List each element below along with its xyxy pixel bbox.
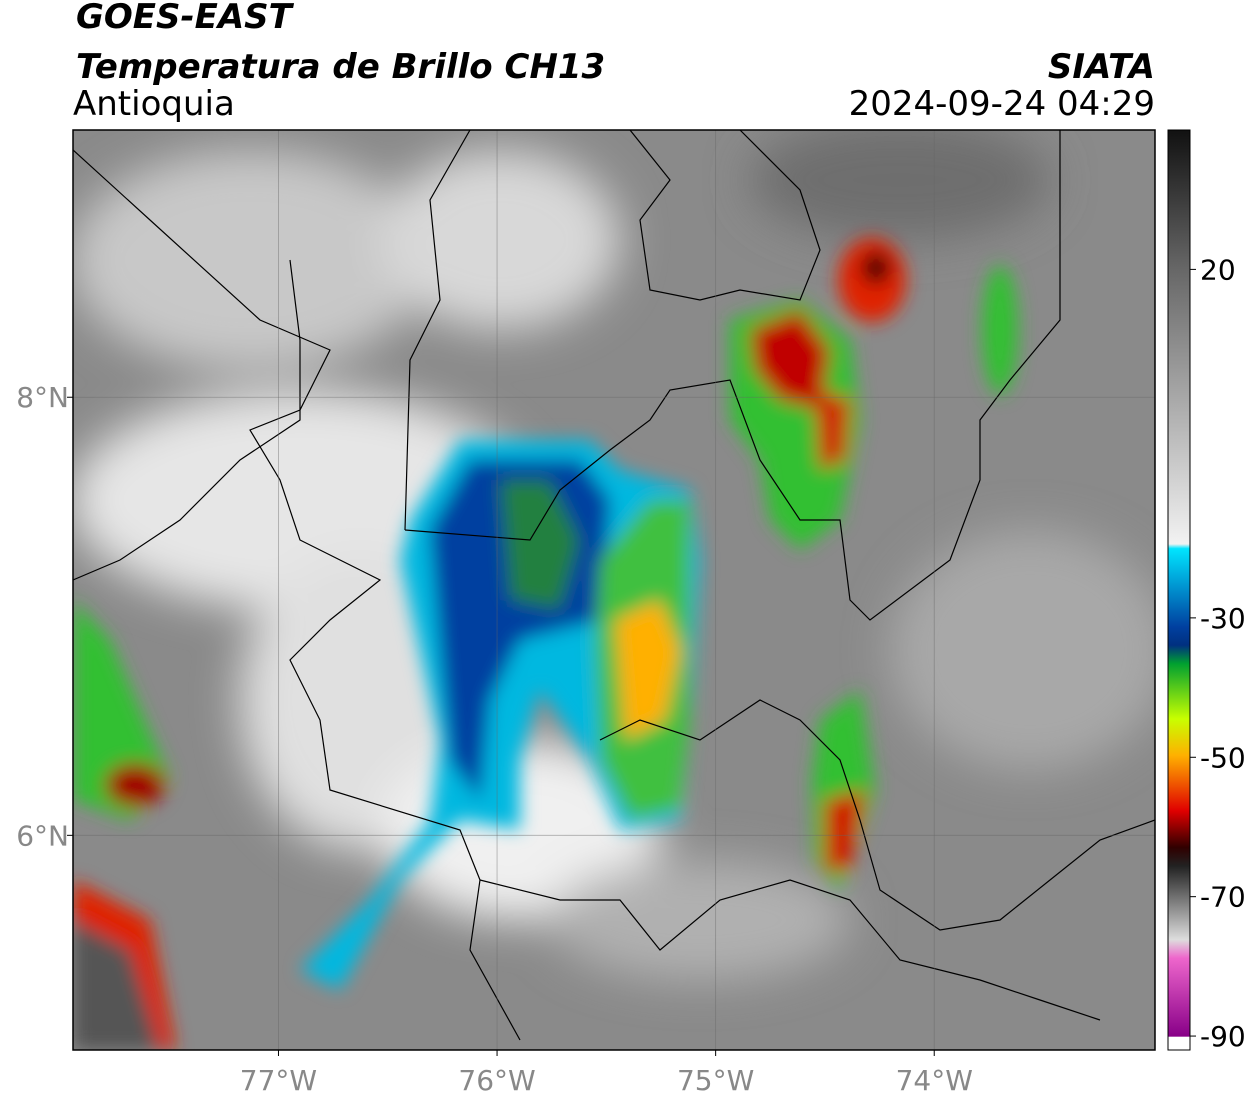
colorbar-label: -30 — [1200, 602, 1246, 635]
y-tick-label: 8°N — [16, 381, 69, 414]
colorbar-label: -70 — [1200, 881, 1246, 914]
colorbar — [1167, 129, 1191, 1051]
x-tick-label: 75°W — [677, 1064, 754, 1097]
source: SIATA — [1048, 47, 1155, 87]
title: GOES-EAST — [76, 0, 295, 37]
x-tick-label: 77°W — [240, 1064, 317, 1097]
subtitle: Temperatura de Brillo CH13 — [76, 47, 605, 87]
region: Antioquia — [73, 84, 235, 124]
colorbar-label: 20 — [1200, 253, 1236, 286]
x-tick-label: 74°W — [896, 1064, 973, 1097]
x-tick-label: 76°W — [458, 1064, 535, 1097]
colorbar-label: -50 — [1200, 741, 1246, 774]
datetime: 2024-09-24 04:29 — [849, 84, 1155, 124]
map-frame — [72, 129, 1156, 1051]
borders — [73, 130, 1155, 1041]
y-tick-label: 6°N — [16, 819, 69, 852]
colorbar-label: -90 — [1200, 1020, 1246, 1053]
imagery — [73, 130, 1155, 1050]
grid — [73, 130, 1155, 1050]
